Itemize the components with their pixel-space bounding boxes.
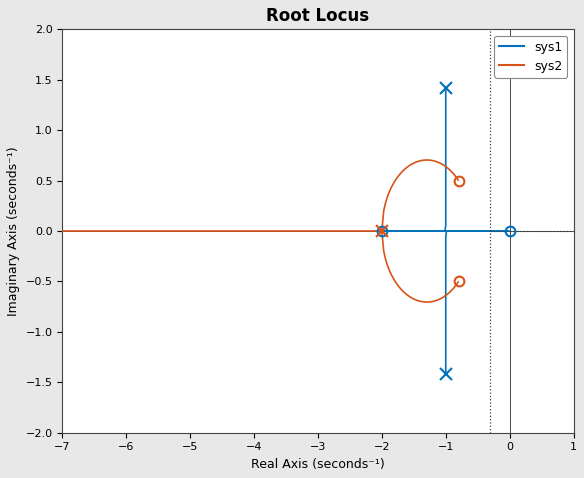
Legend: sys1, sys2: sys1, sys2 <box>494 35 567 78</box>
X-axis label: Real Axis (seconds⁻¹): Real Axis (seconds⁻¹) <box>251 458 385 471</box>
Title: Root Locus: Root Locus <box>266 7 370 25</box>
Y-axis label: Imaginary Axis (seconds⁻¹): Imaginary Axis (seconds⁻¹) <box>7 146 20 316</box>
